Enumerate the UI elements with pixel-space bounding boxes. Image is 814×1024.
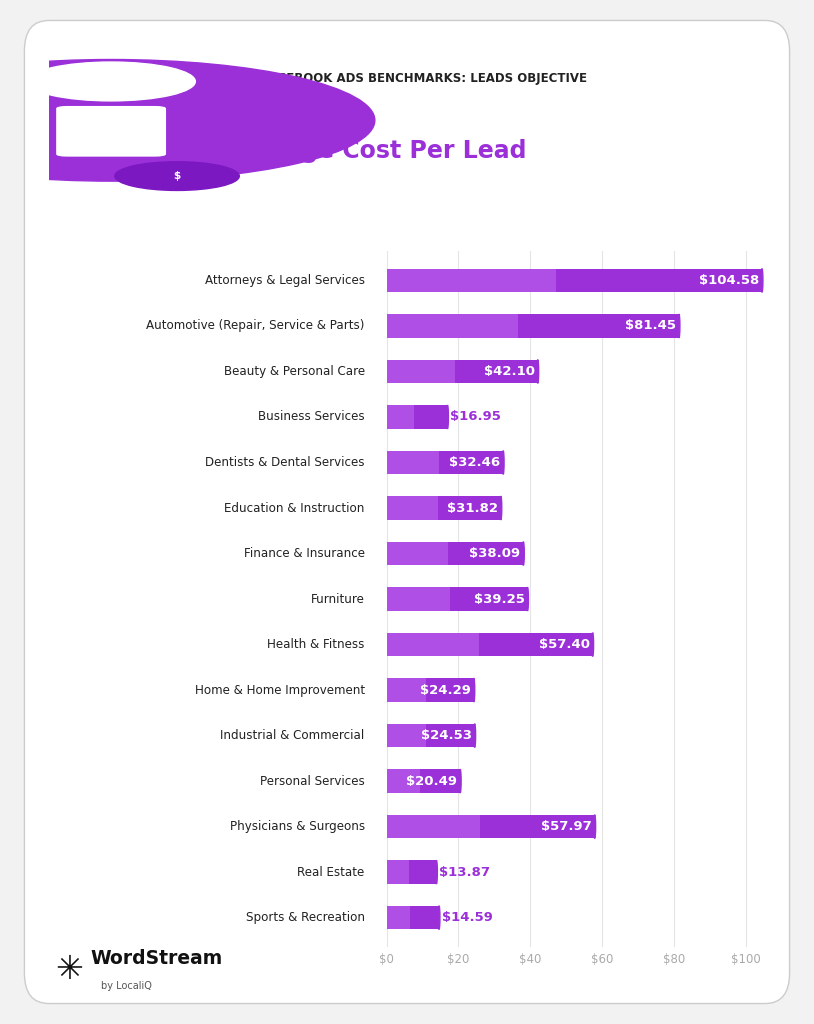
Text: $31.82: $31.82 bbox=[447, 502, 498, 514]
Bar bbox=[387, 678, 474, 701]
Text: $32.46: $32.46 bbox=[449, 456, 501, 469]
Bar bbox=[387, 359, 538, 383]
Text: Dentists & Dental Services: Dentists & Dental Services bbox=[205, 456, 365, 469]
Text: Automotive (Repair, Service & Parts): Automotive (Repair, Service & Parts) bbox=[147, 319, 365, 333]
Circle shape bbox=[500, 497, 501, 520]
Text: $20.49: $20.49 bbox=[406, 774, 457, 787]
Text: $39.25: $39.25 bbox=[474, 593, 525, 605]
FancyBboxPatch shape bbox=[387, 497, 438, 520]
Circle shape bbox=[438, 906, 440, 930]
Circle shape bbox=[474, 724, 475, 748]
FancyBboxPatch shape bbox=[387, 451, 439, 474]
Bar bbox=[387, 587, 527, 611]
Text: Real Estate: Real Estate bbox=[297, 865, 365, 879]
Circle shape bbox=[592, 633, 593, 656]
Bar bbox=[387, 724, 475, 748]
FancyBboxPatch shape bbox=[387, 633, 479, 656]
Circle shape bbox=[678, 314, 680, 338]
Text: $38.09: $38.09 bbox=[470, 547, 520, 560]
Bar bbox=[387, 497, 501, 520]
Text: by LocaliQ: by LocaliQ bbox=[101, 981, 151, 991]
Text: $: $ bbox=[173, 171, 181, 181]
FancyBboxPatch shape bbox=[56, 105, 166, 157]
Text: $24.29: $24.29 bbox=[420, 684, 471, 696]
Text: Finance & Insurance: Finance & Insurance bbox=[243, 547, 365, 560]
FancyBboxPatch shape bbox=[387, 724, 427, 748]
Circle shape bbox=[473, 678, 475, 701]
Bar bbox=[387, 815, 595, 839]
Text: $42.10: $42.10 bbox=[484, 365, 535, 378]
Circle shape bbox=[0, 59, 374, 181]
Text: $57.97: $57.97 bbox=[541, 820, 592, 834]
Bar bbox=[387, 406, 448, 429]
Text: $104.58: $104.58 bbox=[699, 274, 759, 287]
Text: Business Services: Business Services bbox=[258, 411, 365, 424]
Bar bbox=[387, 268, 762, 292]
Text: Education & Instruction: Education & Instruction bbox=[225, 502, 365, 514]
Text: Health & Fitness: Health & Fitness bbox=[267, 638, 365, 651]
Text: Average Cost Per Lead: Average Cost Per Lead bbox=[225, 138, 526, 163]
Text: $16.95: $16.95 bbox=[450, 411, 501, 424]
Circle shape bbox=[536, 359, 539, 383]
Circle shape bbox=[523, 542, 524, 565]
FancyBboxPatch shape bbox=[387, 542, 449, 565]
Text: ✳: ✳ bbox=[55, 952, 83, 986]
Circle shape bbox=[447, 406, 449, 429]
FancyBboxPatch shape bbox=[387, 587, 450, 611]
Circle shape bbox=[527, 587, 528, 611]
Bar bbox=[387, 906, 439, 930]
FancyBboxPatch shape bbox=[387, 678, 426, 701]
Bar bbox=[387, 860, 436, 884]
Bar bbox=[387, 451, 503, 474]
Text: $81.45: $81.45 bbox=[625, 319, 676, 333]
Circle shape bbox=[502, 451, 504, 474]
Text: $14.59: $14.59 bbox=[442, 911, 492, 924]
Text: Sports & Recreation: Sports & Recreation bbox=[246, 911, 365, 924]
Text: Home & Home Improvement: Home & Home Improvement bbox=[195, 684, 365, 696]
FancyBboxPatch shape bbox=[387, 359, 455, 383]
FancyBboxPatch shape bbox=[387, 815, 480, 839]
Bar bbox=[387, 633, 593, 656]
FancyBboxPatch shape bbox=[387, 314, 519, 338]
Text: Physicians & Surgeons: Physicians & Surgeons bbox=[230, 820, 365, 834]
Circle shape bbox=[761, 268, 763, 292]
Bar bbox=[387, 769, 460, 793]
Text: WordStream: WordStream bbox=[90, 949, 223, 969]
Text: Furniture: Furniture bbox=[311, 593, 365, 605]
Bar bbox=[387, 314, 679, 338]
FancyBboxPatch shape bbox=[387, 406, 414, 429]
Circle shape bbox=[459, 769, 461, 793]
Text: Beauty & Personal Care: Beauty & Personal Care bbox=[224, 365, 365, 378]
FancyBboxPatch shape bbox=[387, 906, 410, 930]
Text: Industrial & Commercial: Industrial & Commercial bbox=[221, 729, 365, 742]
Text: Attorneys & Legal Services: Attorneys & Legal Services bbox=[204, 274, 365, 287]
Circle shape bbox=[593, 815, 596, 839]
Circle shape bbox=[27, 62, 195, 101]
Text: 2024 FACEBOOK ADS BENCHMARKS: LEADS OBJECTIVE: 2024 FACEBOOK ADS BENCHMARKS: LEADS OBJE… bbox=[225, 72, 587, 85]
Text: $24.53: $24.53 bbox=[421, 729, 472, 742]
Bar bbox=[387, 542, 523, 565]
Circle shape bbox=[115, 162, 239, 190]
FancyBboxPatch shape bbox=[387, 268, 555, 292]
Text: $13.87: $13.87 bbox=[440, 865, 490, 879]
FancyBboxPatch shape bbox=[387, 860, 409, 884]
FancyBboxPatch shape bbox=[387, 769, 420, 793]
Text: Personal Services: Personal Services bbox=[260, 774, 365, 787]
Circle shape bbox=[435, 860, 437, 884]
Text: $57.40: $57.40 bbox=[539, 638, 590, 651]
